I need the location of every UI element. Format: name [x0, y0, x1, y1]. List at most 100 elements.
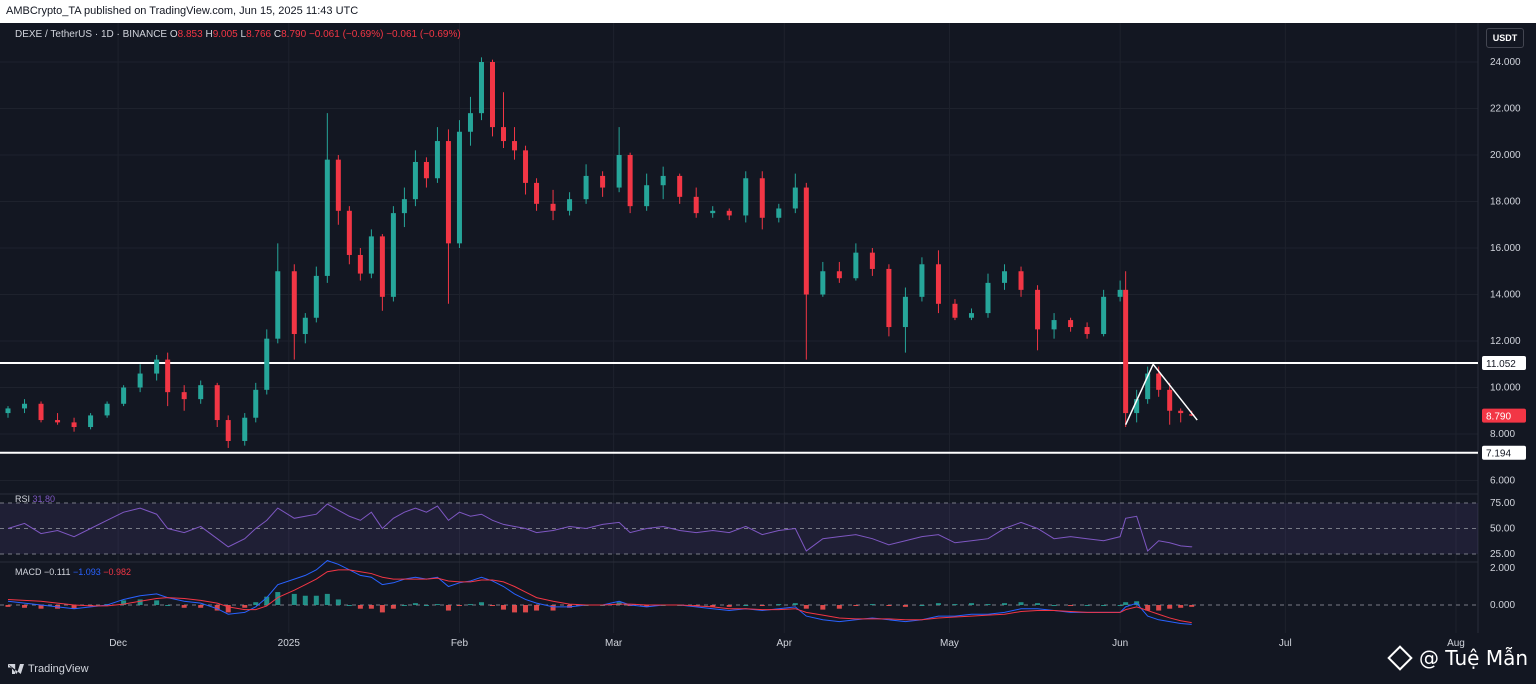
high-value: 9.005 — [212, 29, 238, 40]
candle-body — [985, 282, 991, 314]
macd-histogram-bar — [242, 605, 248, 608]
price-tick-label: 10.000 — [1490, 383, 1521, 394]
candle-body — [242, 417, 248, 441]
macd-histogram-bar — [935, 603, 941, 605]
macd-line — [7, 560, 1192, 625]
macd-histogram-bar — [792, 603, 798, 605]
candle-body — [644, 185, 650, 207]
price-badge — [1482, 356, 1526, 371]
price-badge — [1482, 445, 1526, 460]
price-badge — [1482, 408, 1526, 423]
macd-histogram-bar — [1145, 605, 1151, 611]
candle-body — [489, 62, 495, 128]
chart-background — [0, 23, 1536, 656]
price-tick-label: 8.000 — [1490, 429, 1515, 440]
rsi-line — [7, 503, 1193, 552]
candle-body — [550, 203, 556, 211]
candle-body — [710, 210, 716, 214]
candle-body — [1018, 271, 1024, 290]
currency-button[interactable]: USDT — [1486, 28, 1524, 48]
macd-histogram-bar — [710, 605, 716, 607]
macd-histogram-bar — [22, 605, 28, 608]
close-key: C — [273, 29, 282, 40]
binance-diamond-icon — [1387, 645, 1413, 671]
ohlc-legend: DEXE / TetherUS · 1D · BINANCE O8.853 H9… — [15, 29, 461, 40]
candle-body — [38, 403, 44, 421]
candle-body — [478, 62, 484, 114]
footer-bar — [0, 656, 1536, 684]
price-tick-label: 12.000 — [1490, 336, 1521, 347]
candle-body — [71, 422, 77, 428]
candle-body — [600, 175, 606, 188]
macd-histogram-bar — [71, 605, 77, 609]
candle-body — [1101, 296, 1107, 335]
candle-body — [792, 187, 798, 209]
macd-histogram-bar — [390, 605, 396, 609]
candle-body — [869, 252, 875, 269]
macd-tick-label: 2.000 — [1490, 563, 1515, 574]
candle-body — [919, 264, 925, 297]
macd-histogram-bar — [985, 604, 991, 606]
candle-body — [616, 155, 622, 188]
macd-histogram-bar — [1018, 602, 1024, 605]
candle-body — [137, 373, 143, 388]
macd-histogram-bar — [478, 602, 484, 605]
candle-body — [55, 420, 61, 423]
time-axis-label: Jun — [1112, 638, 1128, 649]
macd-histogram-bar — [264, 596, 270, 605]
candle-body — [412, 161, 418, 200]
candle-body — [302, 317, 308, 335]
macd-histogram-bar — [489, 605, 495, 606]
macd-histogram-bar — [181, 605, 187, 608]
candle-body — [1123, 289, 1129, 414]
tradingview-logo[interactable]: TradingView — [8, 663, 89, 675]
chart-svg[interactable]: 24.000 22.000 20.000 18.000 16.000 14.000 12.0… — [0, 23, 1536, 656]
macd-histogram-bar — [501, 605, 507, 610]
candle-body — [512, 141, 518, 151]
candle-body — [534, 182, 540, 204]
candle-body — [324, 159, 330, 276]
pattern-trendline — [1124, 362, 1198, 426]
rsi-label[interactable]: RSI — [15, 494, 31, 504]
macd-histogram-bar — [368, 605, 374, 609]
macd-histogram-bar — [165, 605, 171, 606]
candle-body — [693, 196, 699, 214]
macd-label[interactable]: MACD — [15, 567, 42, 577]
candle-body — [379, 236, 385, 297]
macd-histogram-bar — [291, 593, 297, 605]
candle-body — [1178, 410, 1184, 414]
candle-body — [104, 403, 110, 416]
candle-body — [836, 271, 842, 279]
symbol-label[interactable]: DEXE / TetherUS · 1D · BINANCE — [15, 29, 168, 40]
candle-body — [523, 150, 529, 183]
candle-body — [291, 271, 297, 335]
macd-histogram-bar — [1178, 605, 1184, 608]
candle-body — [968, 313, 974, 318]
macd-histogram-bar — [1002, 603, 1008, 605]
macd-histogram-bar — [869, 604, 875, 606]
high-key: H — [205, 29, 213, 40]
candle-body — [1156, 373, 1162, 390]
macd-histogram-bar — [1167, 605, 1173, 609]
candle-body — [467, 113, 473, 132]
candle-body — [820, 271, 826, 295]
candle-body — [935, 264, 941, 304]
candle-body — [1068, 320, 1074, 328]
candle-body — [952, 303, 958, 318]
publisher-text: AMBCrypto_TA published on TradingView.co… — [6, 5, 359, 17]
candle-body — [214, 385, 220, 421]
rsi-tick-label: 50.00 — [1490, 524, 1515, 535]
macd-histogram-bar — [1035, 603, 1041, 605]
macd-histogram-bar — [467, 604, 473, 606]
macd-histogram-bar — [456, 605, 462, 606]
macd-histogram-bar — [902, 605, 908, 607]
macd-histogram-bar — [1123, 602, 1129, 605]
macd-histogram-bar — [121, 600, 127, 605]
tradingview-logo-icon — [8, 664, 24, 674]
macd-histogram-bar — [225, 605, 231, 613]
candle-body — [313, 275, 319, 318]
macd-histogram-bar — [5, 605, 11, 607]
macd-line-value: −1.093 — [72, 567, 101, 577]
macd-histogram-bar — [275, 592, 281, 605]
macd-histogram-bar — [726, 605, 732, 607]
